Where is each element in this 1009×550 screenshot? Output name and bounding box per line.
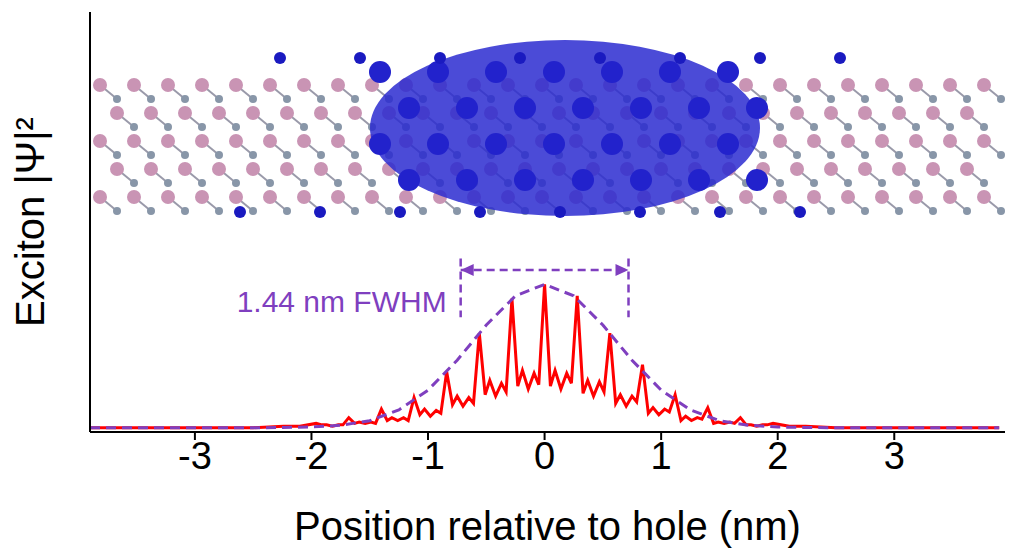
svg-text:-2: -2 xyxy=(295,435,329,477)
svg-text:-3: -3 xyxy=(178,435,212,477)
svg-text:-1: -1 xyxy=(411,435,445,477)
svg-text:Position relative to hole (nm): Position relative to hole (nm) xyxy=(294,504,801,548)
svg-text:Exciton |Ψ|²: Exciton |Ψ|² xyxy=(8,117,52,327)
svg-text:2: 2 xyxy=(767,435,788,477)
svg-text:0: 0 xyxy=(534,435,555,477)
svg-text:1: 1 xyxy=(651,435,672,477)
svg-text:1.44 nm FWHM: 1.44 nm FWHM xyxy=(237,285,447,318)
svg-text:3: 3 xyxy=(884,435,905,477)
